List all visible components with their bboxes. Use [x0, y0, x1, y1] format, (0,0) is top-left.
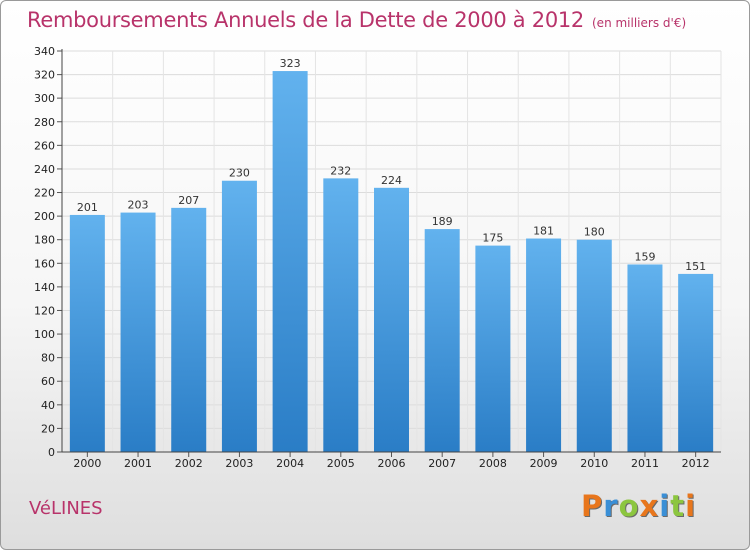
- data-label-2001: 203: [128, 199, 149, 212]
- bar-2004: [272, 71, 308, 453]
- logo-letter: P: [581, 489, 604, 523]
- bar-2011: [627, 264, 663, 452]
- y-tick-label: 40: [41, 399, 55, 412]
- y-tick-label: 320: [34, 69, 55, 82]
- y-tick-label: 220: [34, 187, 55, 200]
- y-tick-label: 80: [41, 352, 55, 365]
- x-tick-label-2001: 2001: [124, 457, 152, 470]
- y-tick-label: 200: [34, 210, 55, 223]
- data-label-2008: 175: [482, 232, 503, 245]
- x-tick-label-2003: 2003: [225, 457, 253, 470]
- data-label-2010: 180: [584, 226, 605, 239]
- axes: 0 20 40 60 80 100 120 140 160 180 200 220 240 260 280 3…: [34, 45, 721, 470]
- y-tick-label: 280: [34, 116, 55, 129]
- y-tick-label: 160: [34, 257, 55, 270]
- logo-letter: x: [639, 489, 660, 523]
- x-tick-label-2007: 2007: [428, 457, 456, 470]
- data-label-2006: 224: [381, 174, 402, 187]
- logo-letter: t: [670, 489, 686, 523]
- chart-title-text: Remboursements Annuels de la Dette de 20…: [27, 8, 584, 32]
- bar-2012: [678, 273, 714, 452]
- y-tick-label: 20: [41, 422, 55, 435]
- bar-2008: [475, 245, 511, 452]
- x-tick-label-2009: 2009: [530, 457, 558, 470]
- commune-name: VéLINES: [29, 498, 103, 519]
- data-label-2012: 151: [685, 260, 706, 273]
- bar-2010: [576, 239, 612, 452]
- data-label-2003: 230: [229, 167, 250, 180]
- bar-2005: [323, 178, 359, 452]
- data-label-2004: 323: [280, 57, 301, 70]
- logo-letter: i: [685, 489, 697, 523]
- data-label-2007: 189: [432, 215, 453, 228]
- y-tick-label: 140: [34, 281, 55, 294]
- bar-2006: [374, 187, 409, 452]
- y-tick-label: 180: [34, 234, 55, 247]
- logo-letter: i: [659, 489, 671, 523]
- logo-letter: r: [603, 489, 619, 523]
- proxiti-logo: Proxiti: [581, 489, 696, 523]
- data-label-2009: 181: [533, 225, 554, 238]
- bar-2007: [424, 229, 460, 452]
- x-tick-label-2011: 2011: [631, 457, 659, 470]
- x-tick-label-2012: 2012: [682, 457, 710, 470]
- bar-2000: [69, 214, 105, 452]
- y-tick-label: 0: [48, 446, 55, 459]
- y-tick-label: 300: [34, 92, 55, 105]
- x-tick-label-2010: 2010: [580, 457, 608, 470]
- chart-unit-note: (en milliers d'€): [592, 16, 687, 30]
- y-tick-label: 100: [34, 328, 55, 341]
- data-label-2002: 207: [178, 194, 199, 207]
- y-tick-label: 60: [41, 375, 55, 388]
- x-tick-label-2005: 2005: [327, 457, 355, 470]
- y-tick-label: 260: [34, 139, 55, 152]
- data-label-2000: 201: [77, 201, 98, 214]
- x-tick-label-2006: 2006: [378, 457, 406, 470]
- y-tick-label: 240: [34, 163, 55, 176]
- chart-title: Remboursements Annuels de la Dette de 20…: [27, 8, 686, 32]
- x-tick-label-2008: 2008: [479, 457, 507, 470]
- logo-letter: o: [618, 489, 640, 523]
- x-tick-label-2004: 2004: [276, 457, 304, 470]
- bar-series: 201 203 207 230 323 232 224 189 175 181 180 159 151: [69, 57, 714, 453]
- x-tick-label-2002: 2002: [175, 457, 203, 470]
- bar-2001: [120, 212, 156, 452]
- data-label-2005: 232: [330, 164, 351, 177]
- bar-2002: [171, 207, 207, 452]
- bar-2003: [221, 180, 257, 452]
- data-label-2011: 159: [634, 250, 655, 263]
- bar-2009: [526, 238, 562, 452]
- y-tick-label: 340: [34, 45, 55, 58]
- y-tick-label: 120: [34, 304, 55, 317]
- x-tick-label-2000: 2000: [73, 457, 101, 470]
